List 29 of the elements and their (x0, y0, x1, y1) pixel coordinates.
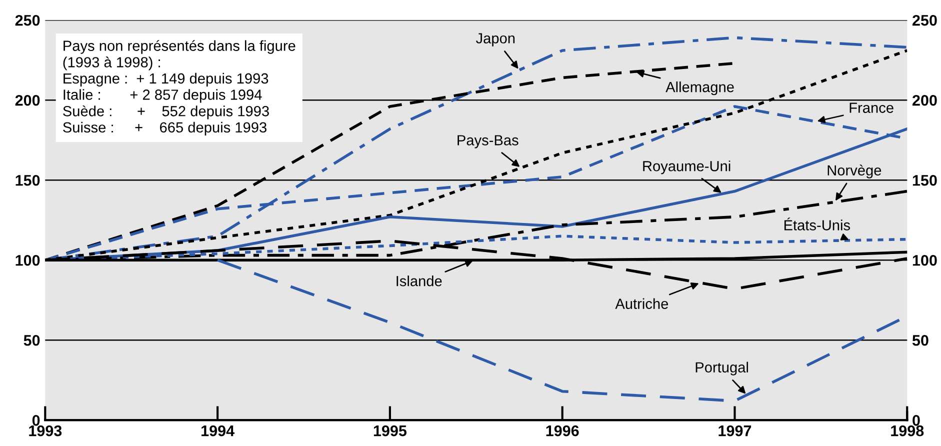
series-label: Portugal (696, 362, 748, 376)
y2-tick-label: 250 (912, 14, 937, 26)
y-tick-label: 50 (24, 334, 40, 346)
x-tick-label: 1994 (202, 425, 234, 436)
y-tick-label: 150 (16, 174, 40, 186)
series-label: Allemagne (666, 82, 734, 96)
annotation: Pays non représentés dans la figure (1993 à 1998) : Espagne : + 1 149 depuis 1993 Italie : + 2 857 depuis 1994 Suède : + 552 depuis 1993 Suisse : + 665 depuis 1993 (63, 40, 296, 136)
y-tick-label: 0 (32, 415, 40, 426)
y-tick-label: 250 (15, 14, 40, 26)
series-label: Pays-Bas (458, 135, 518, 148)
series-label: Japon (476, 33, 515, 46)
y2-tick-label: 200 (912, 94, 937, 106)
x-tick-label: 1996 (546, 425, 579, 436)
series-label: France (850, 102, 894, 113)
x-tick-label: 1993 (29, 425, 62, 436)
series-label: États-Unis (784, 218, 850, 230)
y2-tick-label: 150 (912, 174, 937, 186)
series-label: Norvège (828, 164, 882, 178)
x-tick-label: 1995 (374, 425, 407, 436)
series-label: Autriche (615, 298, 668, 309)
y2-tick-label: 50 (912, 334, 928, 346)
x-tick-label: 1997 (718, 425, 752, 436)
y2-tick-label: 0 (912, 415, 920, 426)
x-tick-label: 1998 (891, 425, 924, 436)
y-tick-label: 100 (16, 254, 40, 266)
y-tick-label: 200 (15, 94, 40, 106)
series-label: Royaume-Uni (643, 160, 730, 174)
series-label: Islande (396, 276, 442, 286)
y2-tick-label: 100 (912, 254, 937, 266)
